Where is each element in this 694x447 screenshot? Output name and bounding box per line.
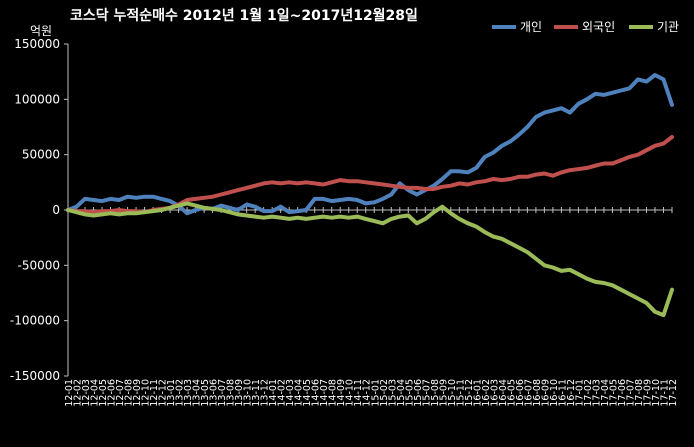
- x-tick-label: 16-11: [557, 379, 568, 407]
- x-tick-label: 13-03: [183, 379, 194, 407]
- y-tick-label: -150000: [10, 369, 60, 383]
- x-tick-label: 12-11: [149, 379, 160, 407]
- x-tick-label: 12-02: [73, 379, 84, 407]
- x-tick-label: 14-01: [268, 379, 279, 407]
- x-tick-label: 14-03: [285, 379, 296, 407]
- x-tick-label: 15-02: [379, 379, 390, 407]
- x-tick-label: 13-05: [200, 379, 211, 407]
- y-tick-label: 150000: [14, 37, 60, 51]
- y-tick-label: -100000: [10, 314, 60, 328]
- series-layer: [66, 73, 674, 318]
- series-line-개인: [66, 73, 674, 216]
- x-tick-label: 17-10: [651, 379, 662, 407]
- x-tick-label: 13-07: [217, 379, 228, 407]
- x-tick-label: 13-02: [175, 379, 186, 407]
- x-tick-label: 15-06: [413, 379, 424, 407]
- x-tick-label: 16-08: [532, 379, 543, 407]
- x-tick-label: 13-11: [251, 379, 262, 407]
- legend-label: 외국인: [582, 20, 615, 34]
- x-tick-label: 17-05: [608, 379, 619, 407]
- x-tick-label: 16-02: [481, 379, 492, 407]
- x-tick-label: 12-12: [158, 379, 169, 407]
- x-tick-label: 17-01: [574, 379, 585, 407]
- series-line-기관: [66, 201, 674, 318]
- x-tick-label: 13-01: [166, 379, 177, 407]
- legend-label: 기관: [657, 20, 679, 34]
- chart-title: 코스닥 누적순매수 2012년 1월 1일~2017년12월28일: [70, 7, 418, 24]
- legend: 개인 외국인 기관: [492, 20, 679, 34]
- x-tick-label: 14-02: [277, 379, 288, 407]
- y-tick-label: 0: [52, 203, 60, 217]
- x-tick-label: 15-08: [430, 379, 441, 407]
- x-tick-label: 17-06: [617, 379, 628, 407]
- x-tick-label: 17-11: [659, 379, 670, 407]
- x-tick-label: 12-07: [115, 379, 126, 407]
- x-tick-label: 14-09: [336, 379, 347, 407]
- x-tick-label: 17-03: [591, 379, 602, 407]
- x-tick-label: 14-10: [345, 379, 356, 407]
- y-tick-label: 50000: [22, 148, 60, 162]
- x-tick-label: 17-09: [642, 379, 653, 407]
- x-tick-label: 14-12: [362, 379, 373, 407]
- x-tick-label: 14-04: [294, 379, 305, 407]
- x-tick-label: 15-03: [387, 379, 398, 407]
- x-tick-label: 13-10: [243, 379, 254, 407]
- x-tick-label: 17-04: [600, 379, 611, 407]
- x-tick-label: 12-05: [98, 379, 109, 407]
- x-tick-label: 13-09: [234, 379, 245, 407]
- x-tick-label: 15-09: [438, 379, 449, 407]
- x-tick-label: 16-04: [498, 379, 509, 407]
- x-tick-label: 12-04: [90, 379, 101, 407]
- x-tick-label: 15-12: [464, 379, 475, 407]
- legend-label: 개인: [520, 20, 542, 34]
- x-tick-label: 13-08: [226, 379, 237, 407]
- x-tick-label: 16-10: [549, 379, 560, 407]
- y-axis-label: 억원: [30, 24, 52, 38]
- y-tick-label: -50000: [17, 258, 60, 272]
- x-tick-label: 14-08: [328, 379, 339, 407]
- x-tick-label: 15-05: [404, 379, 415, 407]
- x-tick-label: 16-05: [506, 379, 517, 407]
- x-tick-label: 17-07: [625, 379, 636, 407]
- x-tick-label: 17-02: [583, 379, 594, 407]
- x-tick-label: 12-03: [81, 379, 92, 407]
- x-tick-label: 16-03: [489, 379, 500, 407]
- x-tick-label: 13-06: [209, 379, 220, 407]
- x-tick-label: 12-10: [141, 379, 152, 407]
- x-tick-label: 16-06: [515, 379, 526, 407]
- axes: 150000 100000 50000 0 -50000 -100000 -150000 12…: [10, 37, 679, 407]
- x-tick-label: 14-05: [302, 379, 313, 407]
- x-tick-label: 14-07: [319, 379, 330, 407]
- x-tick-label: 17-08: [634, 379, 645, 407]
- x-tick-label: 12-08: [124, 379, 135, 407]
- x-tick-label: 16-01: [472, 379, 483, 407]
- x-tick-label: 16-09: [540, 379, 551, 407]
- y-tick-label: 100000: [14, 92, 60, 106]
- x-tick-label: 15-01: [370, 379, 381, 407]
- x-tick-label: 16-07: [523, 379, 534, 407]
- x-tick-label: 15-11: [455, 379, 466, 407]
- x-tick-label: 12-09: [132, 379, 143, 407]
- x-tick-label: 15-07: [421, 379, 432, 407]
- x-tick-label: 13-04: [192, 379, 203, 407]
- x-tick-label: 14-06: [311, 379, 322, 407]
- x-tick-label: 15-04: [396, 379, 407, 407]
- x-tick-label: 12-06: [107, 379, 118, 407]
- x-tick-label: 13-12: [260, 379, 271, 407]
- x-tick-label: 14-11: [353, 379, 364, 407]
- x-tick-label: 12-01: [64, 379, 75, 407]
- x-tick-label: 17-12: [668, 379, 679, 407]
- x-tick-label: 16-12: [566, 379, 577, 407]
- x-tick-label: 15-10: [447, 379, 458, 407]
